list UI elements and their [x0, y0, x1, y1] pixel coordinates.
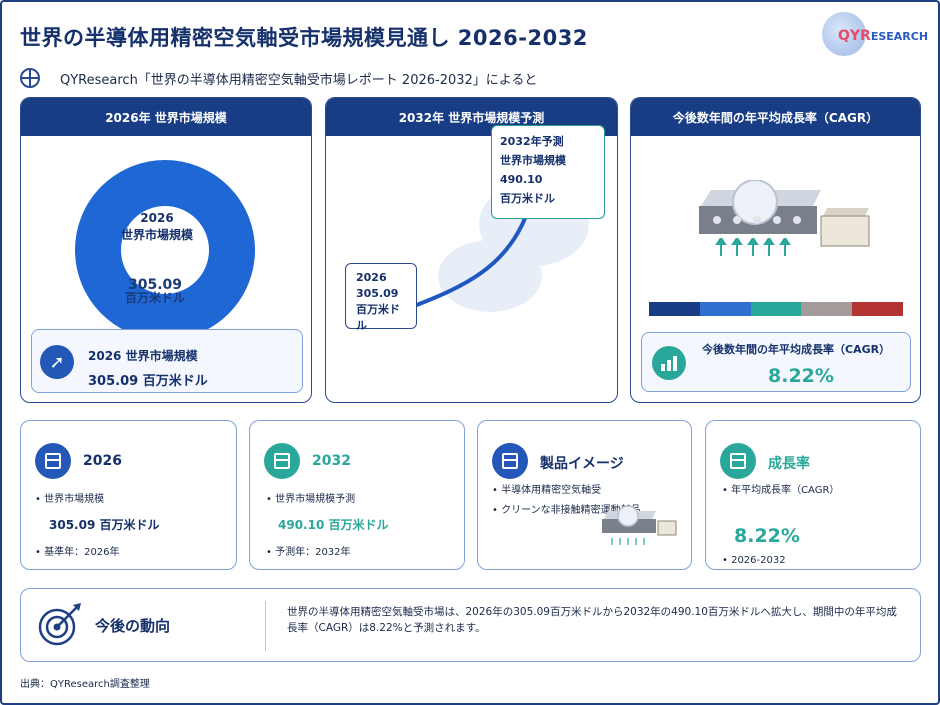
color-segment: [649, 302, 700, 316]
donut-center-label: 2026 世界市場規模: [121, 211, 194, 242]
card-title: 2032: [312, 453, 351, 469]
outlook-title: 今後の動向: [95, 617, 171, 635]
card-line: • 年平均成長率（CAGR）: [722, 485, 840, 496]
logo-globe-icon: [822, 12, 866, 56]
color-segment: [750, 302, 802, 316]
donut-ring: [75, 160, 255, 340]
card-2026: 2026 • 世界市場規模 305.09 百万米ドル • 基準年：2026年: [20, 420, 237, 570]
panel-cagr: 今後数年間の年平均成長率（CAGR） 今後数年間の年平均成長率（CAGR）: [630, 97, 921, 403]
card-title: 製品イメージ: [540, 456, 624, 472]
calendar-icon: [720, 443, 756, 479]
card-line: • 世界市場規模予測: [266, 494, 356, 505]
panel-heading: 今後数年間の年平均成長率（CAGR）: [631, 98, 920, 136]
card-value: 490.10 百万米ドル: [278, 518, 389, 532]
cagr-summary-box: 今後数年間の年平均成長率（CAGR） 8.22%: [641, 332, 911, 392]
subtitle-text: QYResearch「世界の半導体用精密空気軸受市場レポート 2026-2032…: [60, 72, 538, 88]
card-value: 305.09 百万米ドル: [49, 518, 160, 532]
color-bar: [649, 302, 903, 316]
outlook-text: 世界の半導体用精密空気軸受市場は、2026年の305.09百万米ドルから2032…: [287, 606, 897, 634]
color-segment: [699, 302, 751, 316]
cagr-title: 今後数年間の年平均成長率（CAGR）: [702, 343, 891, 356]
bearing-block: [820, 215, 870, 247]
color-segment: [801, 302, 853, 316]
globe-icon: [20, 68, 40, 88]
card-line: • 基準年：2026年: [35, 547, 120, 558]
card-line: • 半導体用精密空気軸受: [492, 485, 602, 496]
donut-chart: [75, 160, 255, 340]
card-value: 8.22%: [734, 525, 800, 547]
target-icon: [38, 603, 81, 646]
card-title: 成長率: [768, 456, 810, 472]
background-blob: [438, 240, 542, 312]
callout-2026: 2026 305.09 百万米ドル: [345, 263, 417, 332]
cagr-value: 8.22%: [768, 365, 834, 387]
calendar-icon: [35, 443, 71, 479]
card-line: • 世界市場規模: [35, 494, 105, 505]
qyresearch-logo: QYRESEARCH: [818, 10, 928, 58]
calendar-icon: [264, 443, 300, 479]
card-line: • 予測年：2032年: [266, 547, 351, 558]
growth-curve: [413, 215, 528, 308]
source-note: 出典：QYResearch調査整理: [20, 679, 150, 690]
donut-value: 305.09 百万米ドル: [125, 277, 186, 305]
panel-heading: 2026年 世界市場規模: [21, 98, 311, 136]
card-line: • 2026-2032: [722, 555, 786, 566]
card-title: 2026: [83, 453, 122, 469]
calendar-icon: [492, 443, 528, 479]
bar-chart-icon: [652, 346, 686, 380]
callout-2032: 2032年予測 世界市場規模 490.10 百万米ドル: [491, 125, 605, 219]
report-subtitle: QYResearch「世界の半導体用精密空気軸受市場レポート 2026-2032…: [20, 68, 537, 88]
market-size-summary-box: ➚ 2026 世界市場規模 305.09 百万米ドル: [31, 329, 303, 393]
panel-2026-market-size: 2026年 世界市場規模 2026 世界市場規模 305.09 百万米ドル ➚ …: [20, 97, 312, 403]
trend-arrow-icon: ➚: [40, 345, 74, 379]
airflow-arrows-icon: [715, 238, 791, 256]
air-bearing-illustration: [699, 180, 870, 247]
product-illustration: [602, 505, 677, 545]
logo-text: QYRESEARCH: [838, 28, 929, 44]
card-line: • クリーンな非接触精密運動部品: [492, 505, 641, 516]
color-segment: [852, 302, 903, 316]
bearing-disc: [732, 180, 778, 225]
panel-2032-forecast: 2032年 世界市場規模予測 2032年予測 世界市場規模 490.10 百万米…: [325, 97, 618, 403]
card-product-image: 製品イメージ • 半導体用精密空気軸受 • クリーンな非接触精密運動部品: [477, 420, 692, 570]
divider: [265, 601, 266, 651]
card-growth-rate: 成長率 • 年平均成長率（CAGR） 8.22% • 2026-2032: [705, 420, 921, 570]
card-2032: 2032 • 世界市場規模予測 490.10 百万米ドル • 予測年：2032年: [249, 420, 465, 570]
summary-title: 2026 世界市場規模: [88, 349, 198, 363]
page-title: 世界の半導体用精密空気軸受市場規模見通し 2026-2032: [20, 26, 588, 50]
outlook-section: 今後の動向 世界の半導体用精密空気軸受市場は、2026年の305.09百万米ドル…: [20, 588, 921, 662]
summary-value: 305.09 百万米ドル: [88, 374, 208, 389]
